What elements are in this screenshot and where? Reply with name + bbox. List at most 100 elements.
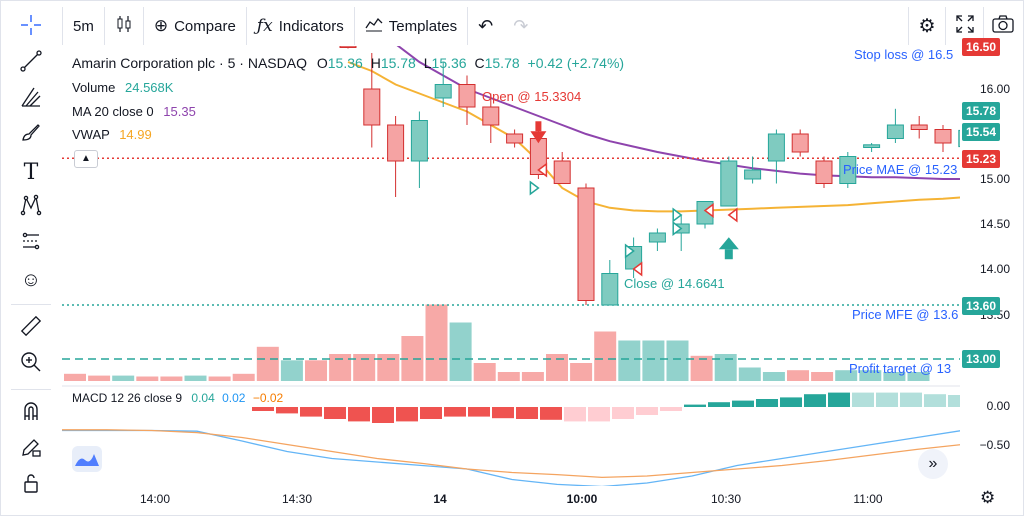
screenshot-button[interactable] — [984, 7, 1022, 45]
close-value: 15.78 — [484, 55, 520, 71]
macd-histogram-bar — [612, 407, 634, 419]
time-tick: 14:30 — [281, 492, 313, 506]
pattern-tool[interactable] — [0, 190, 62, 226]
lock-drawing-tool[interactable] — [0, 432, 62, 468]
chart-canvas[interactable] — [62, 46, 960, 486]
redo-button[interactable]: ↷ — [503, 7, 538, 45]
candle-body — [363, 88, 381, 126]
symbol-legend: Amarin Corporation plc · 5 · NASDAQ O15.… — [72, 55, 624, 71]
volume-bar — [859, 370, 882, 381]
measure-tool[interactable] — [0, 311, 62, 347]
time-tick: 11:00 — [853, 492, 883, 506]
axis-settings-button[interactable]: ⚙ — [980, 488, 995, 508]
ma-legend[interactable]: MA 20 close 0 15.35 — [72, 104, 196, 119]
price-mae-label: Price MAE @ 15.23 — [843, 162, 958, 177]
smiley-icon: ☺ — [20, 268, 42, 291]
vwap-value: 14.99 — [119, 127, 152, 142]
volume-bar — [184, 375, 207, 381]
candle-body — [958, 129, 960, 148]
time-axis[interactable]: 14:00 14:30 14 10:00 10:30 11:00 — [62, 486, 960, 514]
compare-button[interactable]: ⊕ Compare — [144, 7, 247, 45]
volume-legend[interactable]: Volume 24.568K — [72, 80, 173, 95]
scroll-to-realtime-button[interactable]: » — [918, 449, 948, 479]
macd-histogram-bar — [324, 407, 346, 419]
buy-marker — [624, 243, 635, 259]
entry-arrow-stem — [535, 121, 542, 132]
fib-tool[interactable] — [0, 82, 62, 118]
indicators-button[interactable]: ƒx Indicators — [247, 7, 355, 45]
close-label: C — [474, 55, 485, 71]
prediction-tool[interactable] — [0, 226, 62, 262]
forecast-icon — [20, 230, 42, 258]
volume-bar — [666, 340, 689, 381]
last-price-tag: 15.78 — [962, 102, 1001, 120]
undo-icon: ↶ — [478, 15, 494, 36]
volume-bar — [256, 346, 279, 381]
templates-label: Templates — [388, 17, 458, 35]
tradingview-logo[interactable] — [72, 446, 102, 472]
trendline-tool[interactable] — [0, 46, 62, 82]
candle-body — [506, 133, 524, 144]
candle-body — [910, 124, 928, 130]
mfe-price-tag: 13.60 — [962, 297, 1001, 315]
candles-icon — [115, 15, 133, 38]
ma-line — [396, 46, 960, 180]
macd-label: MACD 12 26 close 9 — [72, 391, 183, 405]
candle-body — [648, 232, 666, 243]
undo-button[interactable]: ↶ — [468, 7, 503, 45]
settings-button[interactable]: ⚙ — [908, 7, 946, 45]
brush-icon — [20, 122, 42, 150]
price-axis[interactable]: 16.00 15.00 14.50 14.00 13.50 16.50 15.7… — [960, 38, 1020, 486]
interval-button[interactable]: 5m — [62, 7, 105, 45]
macd-histogram-bar — [780, 397, 802, 407]
stop-loss-price-tag: 16.50 — [962, 38, 1001, 56]
vwap-line — [347, 61, 960, 213]
chart-type-button[interactable] — [105, 7, 144, 45]
candle-body — [339, 46, 357, 48]
volume-bar — [618, 340, 641, 381]
open-value: 15.36 — [327, 55, 363, 71]
macd-histogram-bar — [804, 394, 826, 407]
macd-tick: 0.00 — [986, 399, 1010, 413]
high-label: H — [370, 55, 381, 71]
volume-bar — [305, 360, 327, 381]
volume-bar — [907, 372, 930, 381]
brush-tool[interactable] — [0, 118, 62, 154]
volume-bar — [329, 354, 352, 381]
interval-label: 5m — [73, 17, 94, 35]
volume-bar — [594, 331, 617, 381]
volume-bar — [642, 340, 665, 381]
candle-body — [744, 169, 762, 180]
volume-bar — [811, 372, 834, 381]
target-price-tag: 13.00 — [962, 350, 1001, 368]
collapse-legend-button[interactable]: ▲ — [74, 150, 98, 168]
crosshair-tool[interactable] — [0, 10, 62, 46]
volume-bar — [112, 375, 135, 381]
macd-signal-value: 0.02 — [222, 391, 246, 405]
chevron-up-icon: ▲ — [81, 153, 91, 164]
fullscreen-button[interactable] — [946, 7, 984, 45]
volume-value: 24.568K — [125, 80, 174, 95]
lock-all-tool[interactable] — [0, 468, 62, 504]
vwap-legend[interactable]: VWAP 14.99 — [72, 127, 152, 142]
symbol-title[interactable]: Amarin Corporation plc · 5 · NASDAQ — [72, 55, 307, 71]
magnet-tool[interactable] — [0, 396, 62, 432]
fx-icon: ƒx — [256, 16, 273, 36]
mae-price-tag: 15.23 — [962, 150, 1001, 168]
templates-button[interactable]: Templates — [355, 7, 469, 45]
emoji-tool[interactable]: ☺ — [0, 262, 62, 298]
candle-body — [886, 124, 904, 139]
zoom-tool[interactable] — [0, 347, 62, 383]
low-label: L — [423, 55, 432, 71]
stop-loss-label: Stop loss @ 16.5 — [854, 47, 954, 62]
candle-body — [482, 106, 500, 126]
price-mfe-label: Price MFE @ 13.6 — [852, 307, 959, 322]
macd-histogram-bar — [276, 407, 298, 414]
macd-legend[interactable]: MACD 12 26 close 9 0.04 0.02 −0.02 — [72, 391, 283, 405]
text-tool[interactable]: T — [0, 154, 62, 190]
macd-histogram-bar — [852, 392, 874, 407]
volume-bar — [449, 322, 472, 381]
ruler-icon — [20, 315, 42, 343]
volume-bar — [136, 376, 159, 381]
unlock-icon — [20, 472, 42, 500]
